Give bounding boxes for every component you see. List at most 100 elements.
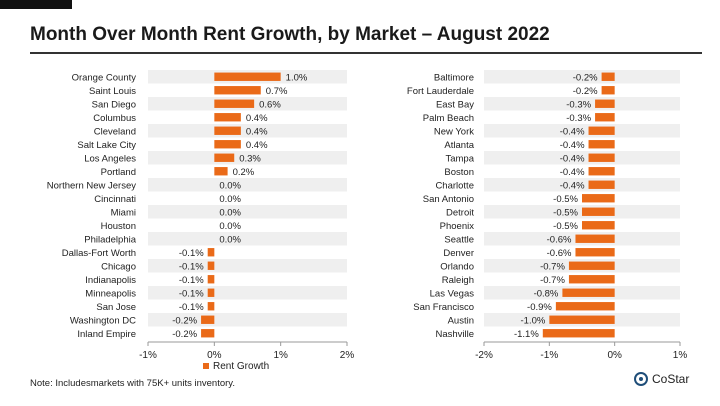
left-category-label: Miami xyxy=(111,207,136,218)
costar-logo: CoStar xyxy=(634,372,689,386)
footnote: Note: Includesmarkets with 75K+ units in… xyxy=(30,378,235,389)
left-data-label: 0.4% xyxy=(246,140,268,151)
left-bar xyxy=(207,261,215,270)
right-x-tick-label: -1% xyxy=(540,350,558,361)
left-row-band xyxy=(148,259,347,273)
left-data-label: -0.1% xyxy=(179,261,204,272)
right-category-label: Fort Lauderdale xyxy=(407,86,474,97)
right-category-label: New York xyxy=(434,126,474,137)
left-bar xyxy=(214,126,241,135)
right-bar xyxy=(588,126,615,135)
right-data-label: -0.4% xyxy=(560,126,585,137)
left-bar xyxy=(201,315,215,324)
right-category-label: Atlanta xyxy=(444,140,474,151)
left-data-label: -0.2% xyxy=(172,329,197,340)
left-data-label: -0.2% xyxy=(172,315,197,326)
right-category-label: Raleigh xyxy=(442,275,474,286)
left-category-label: Indianapolis xyxy=(85,275,136,286)
left-data-label: -0.1% xyxy=(179,288,204,299)
left-bar xyxy=(207,302,215,311)
right-data-label: -1.0% xyxy=(521,315,546,326)
right-data-label: -1.1% xyxy=(514,329,539,340)
left-category-label: Philadelphia xyxy=(84,234,136,245)
left-data-label: 0.0% xyxy=(219,207,241,218)
title-underline xyxy=(30,52,702,54)
right-bar xyxy=(601,72,615,81)
left-category-label: Orange County xyxy=(72,72,137,83)
right-bar xyxy=(549,315,615,324)
right-category-label: Palm Beach xyxy=(423,113,474,124)
right-data-label: -0.2% xyxy=(573,72,598,83)
left-data-label: 0.4% xyxy=(246,113,268,124)
right-row-band xyxy=(484,124,680,138)
left-category-label: Saint Louis xyxy=(89,86,136,97)
right-data-label: -0.7% xyxy=(540,275,565,286)
right-bar xyxy=(562,288,615,297)
left-bar xyxy=(214,99,255,108)
left-category-label: Minneapolis xyxy=(85,288,136,299)
left-data-label: 1.0% xyxy=(286,72,308,83)
right-row-band xyxy=(484,178,680,192)
left-bar xyxy=(201,329,215,338)
right-data-label: -0.5% xyxy=(553,194,578,205)
legend-label: Rent Growth xyxy=(213,361,270,372)
left-x-tick-label: -1% xyxy=(139,350,157,361)
right-category-label: East Bay xyxy=(436,99,474,110)
left-category-label: Chicago xyxy=(101,261,136,272)
left-category-label: Salt Lake City xyxy=(77,140,136,151)
right-category-label: Denver xyxy=(443,248,474,259)
left-row-band xyxy=(148,313,347,327)
left-row-band xyxy=(148,178,347,192)
right-bar xyxy=(582,194,615,203)
left-category-label: Houston xyxy=(101,221,136,232)
right-row-band xyxy=(484,97,680,111)
right-category-label: Orlando xyxy=(440,261,474,272)
left-row-band xyxy=(148,151,347,165)
right-bar xyxy=(595,113,615,122)
legend-swatch xyxy=(203,363,209,370)
left-row-band xyxy=(148,286,347,300)
left-bar xyxy=(214,153,235,162)
right-category-label: Charlotte xyxy=(435,180,474,191)
left-data-label: 0.0% xyxy=(219,221,241,232)
left-row-band xyxy=(148,232,347,246)
right-category-label: Phoenix xyxy=(440,221,475,232)
left-bar xyxy=(207,275,215,284)
right-data-label: -0.4% xyxy=(560,167,585,178)
right-bar xyxy=(575,248,615,257)
right-x-tick-label: 0% xyxy=(607,350,622,361)
right-bar xyxy=(588,167,615,176)
left-bar xyxy=(214,140,241,149)
left-data-label: 0.7% xyxy=(266,86,288,97)
right-category-label: Detroit xyxy=(446,207,474,218)
right-category-label: Austin xyxy=(448,315,474,326)
right-data-label: -0.2% xyxy=(573,86,598,97)
right-data-label: -0.6% xyxy=(547,248,572,259)
right-data-label: -0.5% xyxy=(553,207,578,218)
right-data-label: -0.5% xyxy=(553,221,578,232)
right-data-label: -0.3% xyxy=(566,99,591,110)
right-category-label: San Francisco xyxy=(413,302,474,313)
right-bar xyxy=(555,302,615,311)
left-category-label: Los Angeles xyxy=(84,153,136,164)
left-data-label: 0.0% xyxy=(219,234,241,245)
right-category-label: Baltimore xyxy=(434,72,474,83)
right-bar xyxy=(601,86,615,95)
right-data-label: -0.4% xyxy=(560,180,585,191)
left-category-label: Dallas-Fort Worth xyxy=(62,248,136,259)
page-title: Month Over Month Rent Growth, by Market … xyxy=(30,24,550,45)
left-category-label: Northern New Jersey xyxy=(47,180,136,191)
right-bar xyxy=(588,180,615,189)
left-bar xyxy=(207,248,215,257)
left-data-label: -0.1% xyxy=(179,248,204,259)
right-category-label: Nashville xyxy=(435,329,474,340)
left-bar xyxy=(214,72,281,81)
right-row-band xyxy=(484,151,680,165)
right-data-label: -0.8% xyxy=(534,288,559,299)
left-category-label: Inland Empire xyxy=(77,329,136,340)
left-category-label: Columbus xyxy=(93,113,136,124)
right-bar xyxy=(582,207,615,216)
right-category-label: Boston xyxy=(444,167,474,178)
costar-logo-icon xyxy=(634,372,648,386)
